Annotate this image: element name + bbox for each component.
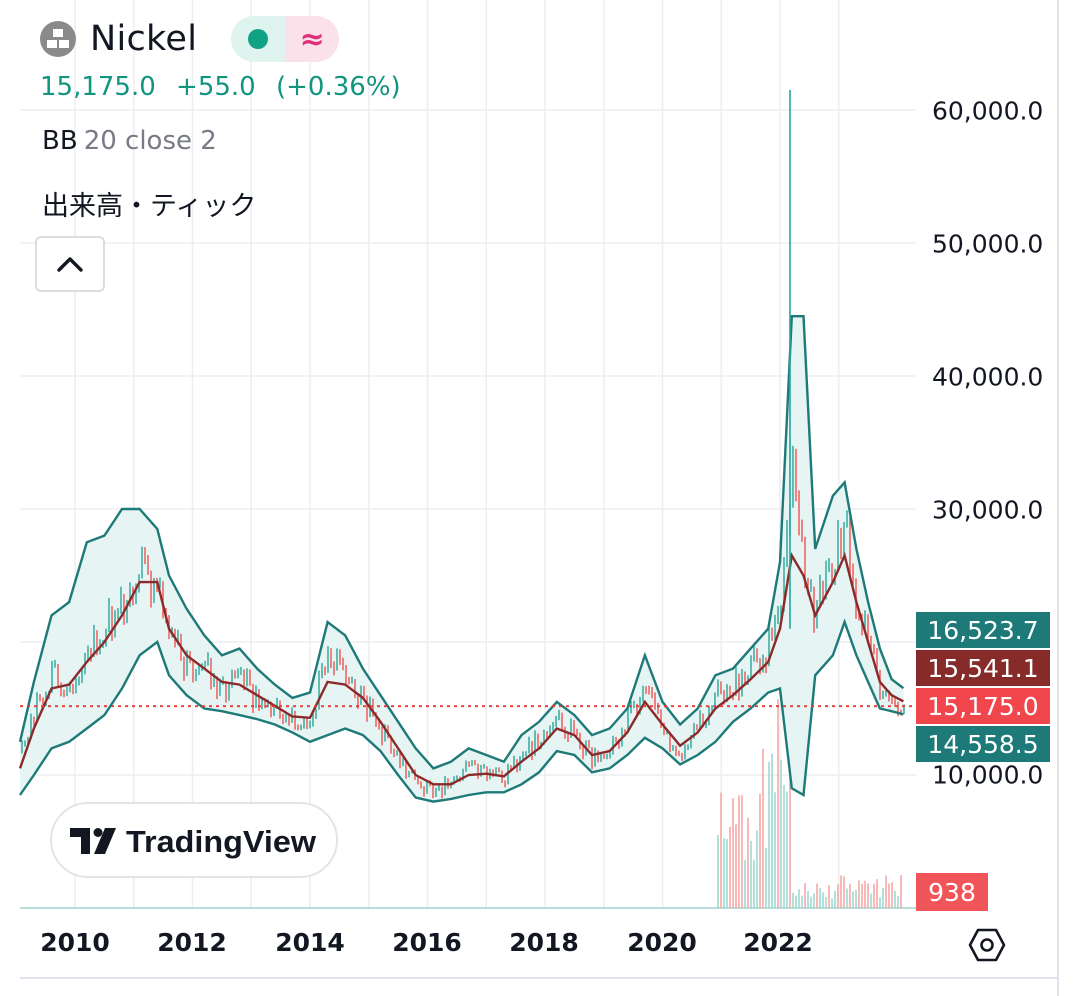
price-change: +55.0	[176, 72, 256, 102]
x-axis-label: 2022	[743, 928, 813, 957]
y-axis-label: 30,000.0	[932, 495, 1044, 525]
svg-text:TradingView: TradingView	[126, 824, 317, 859]
y-axis-label: 40,000.0	[932, 362, 1044, 392]
y-axis-label: 50,000.0	[932, 229, 1044, 259]
y-axis-label: 10,000.0	[932, 760, 1044, 790]
price-change-percent: (+0.36%)	[276, 72, 401, 102]
collapse-legend-button[interactable]	[35, 236, 105, 292]
metal-bars-icon	[40, 21, 76, 57]
bb-basis-line	[18, 551, 904, 786]
chevron-up-icon	[57, 257, 83, 272]
x-axis-label: 2016	[392, 928, 462, 957]
bb-upper-price-tag: 16,523.7	[916, 612, 1050, 648]
tradingview-logo: TradingView	[70, 824, 317, 859]
bb-lower-price-tag: 14,558.5	[916, 726, 1050, 762]
x-axis-label: 2018	[509, 928, 579, 957]
price-bars	[21, 445, 905, 799]
market-status-pill[interactable]: ≈	[231, 16, 340, 62]
indicator-legend-volume[interactable]: 出来高・ティック	[42, 191, 257, 222]
volume-value-tag: 938	[916, 873, 988, 911]
indicator-legend-bb[interactable]: BB 20 close 2	[42, 126, 217, 156]
tradingview-watermark[interactable]: TradingView	[50, 802, 338, 878]
chart-settings-button[interactable]	[968, 926, 1006, 964]
x-axis-label: 2012	[157, 928, 227, 957]
indicator-params: 20 close 2	[83, 126, 217, 156]
x-axis-label: 2014	[275, 928, 345, 957]
delayed-data-icon: ≈	[285, 16, 340, 62]
x-axis-label: 2020	[627, 928, 697, 957]
bb-lower-line	[19, 618, 904, 803]
last-price: 15,175.0	[40, 72, 156, 102]
y-axis-label: 60,000.0	[932, 96, 1044, 126]
market-open-dot-icon	[231, 16, 286, 62]
symbol-name[interactable]: Nickel	[90, 19, 198, 59]
indicator-name: BB	[42, 126, 78, 156]
settings-hexagon-icon	[968, 928, 1006, 962]
x-axis-label: 2010	[40, 928, 110, 957]
bb-band-fill	[20, 316, 904, 802]
volume-histogram	[20, 686, 916, 909]
bb-basis-price-tag: 15,541.1	[916, 650, 1050, 686]
bb-upper-line	[18, 315, 905, 770]
symbol-header[interactable]: Nickel ≈	[40, 14, 340, 64]
quote-row: 15,175.0 +55.0 (+0.36%)	[40, 72, 413, 102]
last-price-tag: 15,175.0	[916, 688, 1050, 724]
